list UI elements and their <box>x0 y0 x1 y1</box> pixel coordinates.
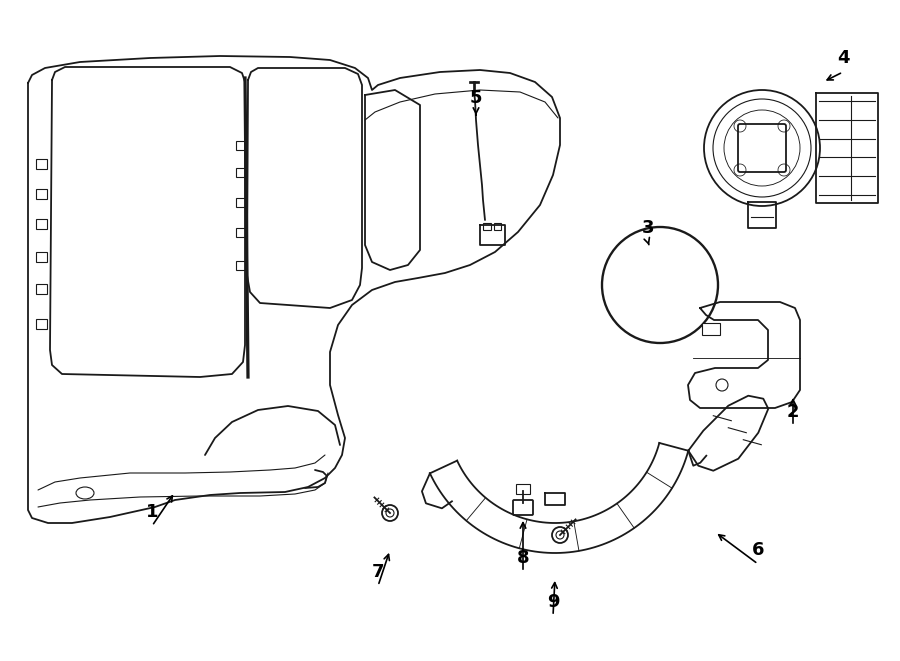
FancyBboxPatch shape <box>236 141 245 150</box>
FancyBboxPatch shape <box>236 261 245 270</box>
FancyBboxPatch shape <box>36 189 47 199</box>
FancyBboxPatch shape <box>702 323 720 335</box>
Ellipse shape <box>76 487 94 499</box>
Text: 6: 6 <box>752 541 764 559</box>
FancyBboxPatch shape <box>494 223 501 230</box>
FancyBboxPatch shape <box>36 159 47 169</box>
FancyBboxPatch shape <box>513 500 533 515</box>
Text: 8: 8 <box>517 549 529 567</box>
Text: 3: 3 <box>642 219 654 237</box>
Text: 7: 7 <box>372 563 384 581</box>
Text: 5: 5 <box>470 89 482 107</box>
FancyBboxPatch shape <box>36 252 47 262</box>
FancyBboxPatch shape <box>36 219 47 229</box>
FancyBboxPatch shape <box>236 168 245 177</box>
Text: 9: 9 <box>547 593 559 611</box>
FancyBboxPatch shape <box>36 319 47 329</box>
Text: 2: 2 <box>787 403 799 421</box>
FancyBboxPatch shape <box>738 124 786 172</box>
Text: 4: 4 <box>837 49 850 67</box>
FancyBboxPatch shape <box>516 484 530 494</box>
FancyBboxPatch shape <box>36 284 47 294</box>
FancyBboxPatch shape <box>483 223 491 230</box>
FancyBboxPatch shape <box>236 198 245 207</box>
Text: 1: 1 <box>146 503 158 521</box>
FancyBboxPatch shape <box>236 228 245 237</box>
